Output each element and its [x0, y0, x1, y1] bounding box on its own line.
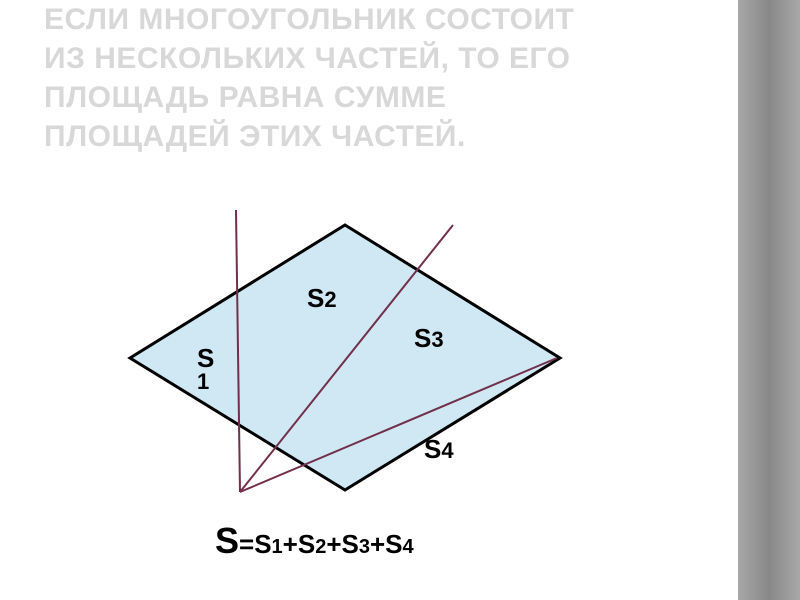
label-prefix: S — [424, 434, 441, 464]
region-label-s3: S3 — [414, 325, 444, 351]
polygon-diagram: S 1 S2 S3 S4 — [0, 200, 660, 520]
formula-term-base: S — [298, 529, 315, 559]
label-sub: 2 — [324, 287, 336, 312]
label-prefix: S — [414, 323, 431, 353]
label-sub: 1 — [197, 371, 214, 393]
formula-term-sub: 1 — [272, 536, 283, 558]
right-sidebar-decoration — [738, 0, 800, 600]
formula-term-sub: 3 — [359, 536, 370, 558]
region-label-s2: S2 — [307, 285, 337, 311]
formula-eq: = — [239, 529, 254, 559]
formula-term-base: S — [254, 529, 271, 559]
label-prefix: S — [307, 283, 324, 313]
formula-op: + — [370, 529, 385, 559]
formula-op: + — [326, 529, 341, 559]
rhombus-shape — [130, 225, 560, 490]
region-label-s4: S4 — [424, 436, 454, 462]
diagram-svg — [0, 200, 660, 520]
label-sub: 3 — [431, 327, 443, 352]
slide-heading: ЕСЛИ МНОГОУГОЛЬНИК СОСТОИТ ИЗ НЕСКОЛЬКИХ… — [44, 0, 584, 156]
area-formula: S=S1+S2+S3+S4 — [215, 520, 414, 562]
formula-term-base: S — [385, 529, 402, 559]
formula-term-sub: 2 — [315, 536, 326, 558]
region-label-s1: S 1 — [197, 345, 214, 393]
formula-term-base: S — [342, 529, 359, 559]
formula-term-sub: 4 — [403, 536, 414, 558]
formula-op: + — [283, 529, 298, 559]
formula-lhs: S — [215, 520, 239, 561]
label-sub: 4 — [441, 438, 453, 463]
